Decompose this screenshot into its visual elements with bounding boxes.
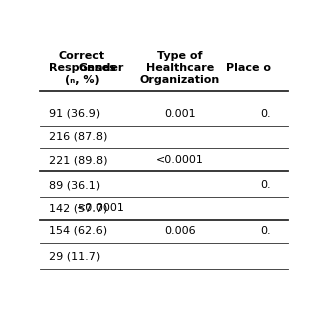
- Text: 154 (62.6): 154 (62.6): [49, 226, 107, 236]
- Text: 221 (89.8): 221 (89.8): [49, 156, 107, 165]
- Text: 0.001: 0.001: [164, 108, 196, 118]
- Text: Place o: Place o: [226, 63, 271, 73]
- Text: 91 (36.9): 91 (36.9): [49, 108, 100, 118]
- Text: <0.0001: <0.0001: [77, 204, 125, 213]
- Text: 89 (36.1): 89 (36.1): [49, 180, 100, 190]
- Text: 0.: 0.: [260, 108, 271, 118]
- Text: 0.: 0.: [260, 226, 271, 236]
- Text: 216 (87.8): 216 (87.8): [49, 132, 107, 142]
- Text: Type of
Healthcare
Organization: Type of Healthcare Organization: [140, 51, 220, 85]
- Text: Gender: Gender: [78, 63, 124, 73]
- Text: 0.006: 0.006: [164, 226, 196, 236]
- Text: <0.0001: <0.0001: [156, 156, 204, 165]
- Text: 29 (11.7): 29 (11.7): [49, 252, 100, 261]
- Text: Correct
Responses
(ₙ, %): Correct Responses (ₙ, %): [49, 51, 116, 85]
- Text: 142 (57.7): 142 (57.7): [49, 204, 107, 213]
- Text: 0.: 0.: [260, 180, 271, 190]
